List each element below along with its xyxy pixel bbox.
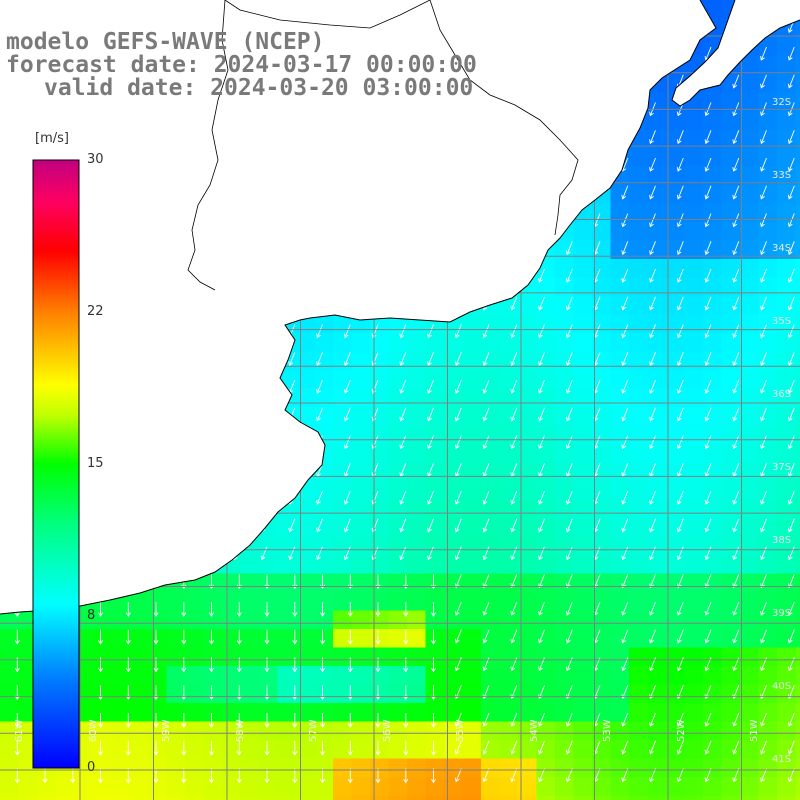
lat-label: 41S <box>772 754 791 765</box>
lon-label: 57W <box>308 719 319 742</box>
lat-label: 39S <box>772 608 791 619</box>
border-line-2 <box>429 0 579 236</box>
lat-label: 36S <box>772 389 791 400</box>
lat-label: 38S <box>772 535 791 546</box>
lon-label: 60W <box>87 719 99 742</box>
lon-label: 56W <box>381 719 393 742</box>
land-mass <box>0 0 716 614</box>
colorbar-tick-15: 15 <box>87 456 104 471</box>
title-model: modelo GEFS-WAVE (NCEP) <box>6 29 325 55</box>
title-valid-date: valid date: 2024-03-20 03:00:00 <box>44 75 474 101</box>
border-line-3 <box>224 0 431 29</box>
lon-label: 54W <box>528 719 540 742</box>
lon-label: 53W <box>602 719 613 742</box>
colorbar <box>32 159 80 769</box>
lat-label: 34S <box>772 243 791 254</box>
border-line <box>187 0 229 291</box>
lat-label: 33S <box>772 170 791 181</box>
coastline <box>0 0 717 615</box>
lat-label: 40S <box>772 681 791 692</box>
lon-label: 58W <box>234 719 246 742</box>
lon-label: 51W <box>749 719 760 742</box>
lat-label: 37S <box>772 462 791 473</box>
coastline-north <box>671 0 800 107</box>
colorbar-tick-0: 0 <box>87 760 96 775</box>
colorbar-unit: [m/s] <box>35 131 69 146</box>
colorbar-tick-8: 8 <box>87 608 96 623</box>
colorbar-tick-30: 30 <box>87 152 104 167</box>
latitude-labels: 32S 33S 34S 35S 36S 37S 38S 39S 40S 41S <box>772 97 791 765</box>
land-top-right <box>672 0 800 106</box>
lon-label: 52W <box>675 719 687 742</box>
lon-label: 55W <box>455 719 466 742</box>
lat-label: 32S <box>772 97 791 108</box>
lat-label: 35S <box>772 316 791 327</box>
lon-label: 59W <box>161 719 172 742</box>
title-forecast-date: forecast date: 2024-03-17 00:00:00 <box>6 52 477 78</box>
lon-label: 61W <box>14 719 25 742</box>
colorbar-tick-22: 22 <box>87 304 104 319</box>
